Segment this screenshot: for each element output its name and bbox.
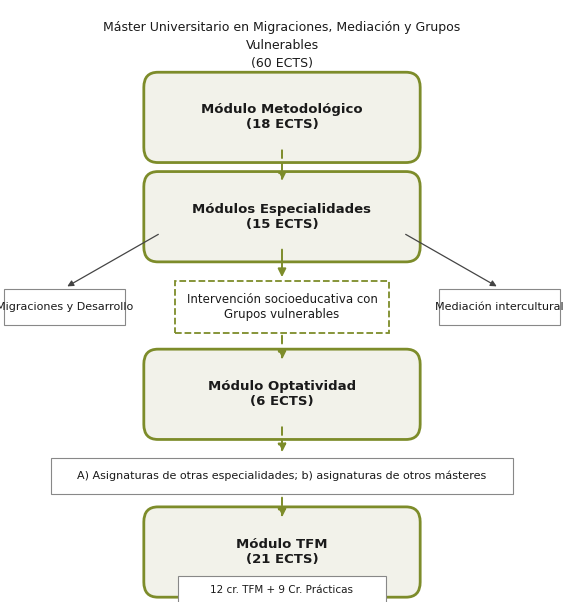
FancyBboxPatch shape: [144, 349, 420, 439]
Text: Máster Universitario en Migraciones, Mediación y Grupos
Vulnerables
(60 ECTS): Máster Universitario en Migraciones, Med…: [103, 21, 461, 70]
Text: Módulos Especialidades
(15 ECTS): Módulos Especialidades (15 ECTS): [192, 203, 372, 231]
Text: Módulo TFM
(21 ECTS): Módulo TFM (21 ECTS): [236, 538, 328, 566]
FancyBboxPatch shape: [439, 289, 559, 325]
FancyBboxPatch shape: [144, 72, 420, 163]
FancyBboxPatch shape: [144, 172, 420, 262]
FancyBboxPatch shape: [175, 282, 389, 332]
FancyBboxPatch shape: [144, 507, 420, 597]
Text: Migraciones y Desarrollo: Migraciones y Desarrollo: [0, 302, 134, 312]
Text: Módulo Optatividad
(6 ECTS): Módulo Optatividad (6 ECTS): [208, 380, 356, 408]
Text: Mediación intercultural: Mediación intercultural: [435, 302, 563, 312]
Text: Intervención socioeducativa con
Grupos vulnerables: Intervención socioeducativa con Grupos v…: [187, 293, 377, 321]
FancyBboxPatch shape: [51, 458, 513, 494]
FancyBboxPatch shape: [5, 289, 125, 325]
Text: 12 cr. TFM + 9 Cr. Prácticas: 12 cr. TFM + 9 Cr. Prácticas: [210, 585, 354, 595]
FancyBboxPatch shape: [178, 577, 386, 602]
Text: Módulo Metodológico
(18 ECTS): Módulo Metodológico (18 ECTS): [201, 104, 363, 131]
Text: A) Asignaturas de otras especialidades; b) asignaturas de otros másteres: A) Asignaturas de otras especialidades; …: [77, 470, 487, 481]
